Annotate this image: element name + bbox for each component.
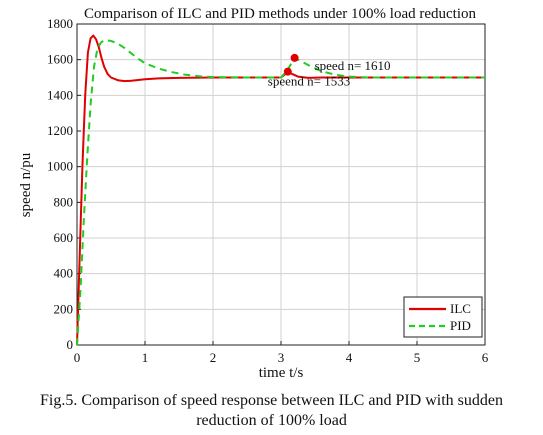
y-tick-label: 1400 bbox=[47, 87, 73, 102]
x-tick-label: 0 bbox=[74, 350, 81, 365]
y-tick-label: 400 bbox=[54, 266, 74, 281]
x-tick-label: 6 bbox=[482, 350, 489, 365]
y-tick-label: 800 bbox=[54, 194, 74, 209]
y-axis-label: speed n/pu bbox=[18, 152, 34, 217]
y-tick-label: 200 bbox=[54, 301, 74, 316]
axis-ticks: 0 1 2 3 4 5 6 0 200 400 600 800 1000 1200 1400 1600 1800 bbox=[47, 16, 489, 365]
y-tick-label: 0 bbox=[67, 337, 74, 352]
legend-label-ilc: ILC bbox=[450, 301, 471, 316]
x-tick-label: 1 bbox=[142, 350, 149, 365]
annotation-marker bbox=[283, 67, 292, 76]
chart-title: Comparison of ILC and PID methods under … bbox=[84, 6, 477, 22]
x-tick-label: 2 bbox=[210, 350, 217, 365]
series-line-ilc bbox=[76, 34, 485, 346]
annotation-label: speend n= 1533 bbox=[268, 74, 350, 89]
annotation-marker bbox=[290, 53, 299, 62]
series-layer bbox=[76, 34, 485, 346]
legend: ILC PID bbox=[403, 296, 483, 338]
x-axis-label: time t/s bbox=[259, 365, 304, 381]
chart: Comparison of ILC and PID methods under … bbox=[18, 6, 489, 381]
figure-caption-line-2: reduction of 100% load bbox=[196, 412, 347, 429]
y-tick-label: 600 bbox=[54, 230, 74, 245]
figure-caption-line-1: Fig.5. Comparison of speed response betw… bbox=[39, 392, 504, 409]
y-tick-label: 1200 bbox=[47, 123, 73, 138]
legend-box bbox=[403, 296, 483, 338]
y-tick-label: 1800 bbox=[47, 16, 73, 31]
x-tick-label: 4 bbox=[346, 350, 353, 365]
y-tick-label: 1000 bbox=[47, 159, 73, 174]
y-tick-label: 1600 bbox=[47, 52, 73, 67]
legend-label-pid: PID bbox=[450, 318, 471, 333]
x-tick-label: 5 bbox=[414, 350, 421, 365]
series-line-pid bbox=[76, 39, 485, 346]
annotation-label: speed n= 1610 bbox=[315, 58, 391, 73]
x-tick-label: 3 bbox=[278, 350, 285, 365]
